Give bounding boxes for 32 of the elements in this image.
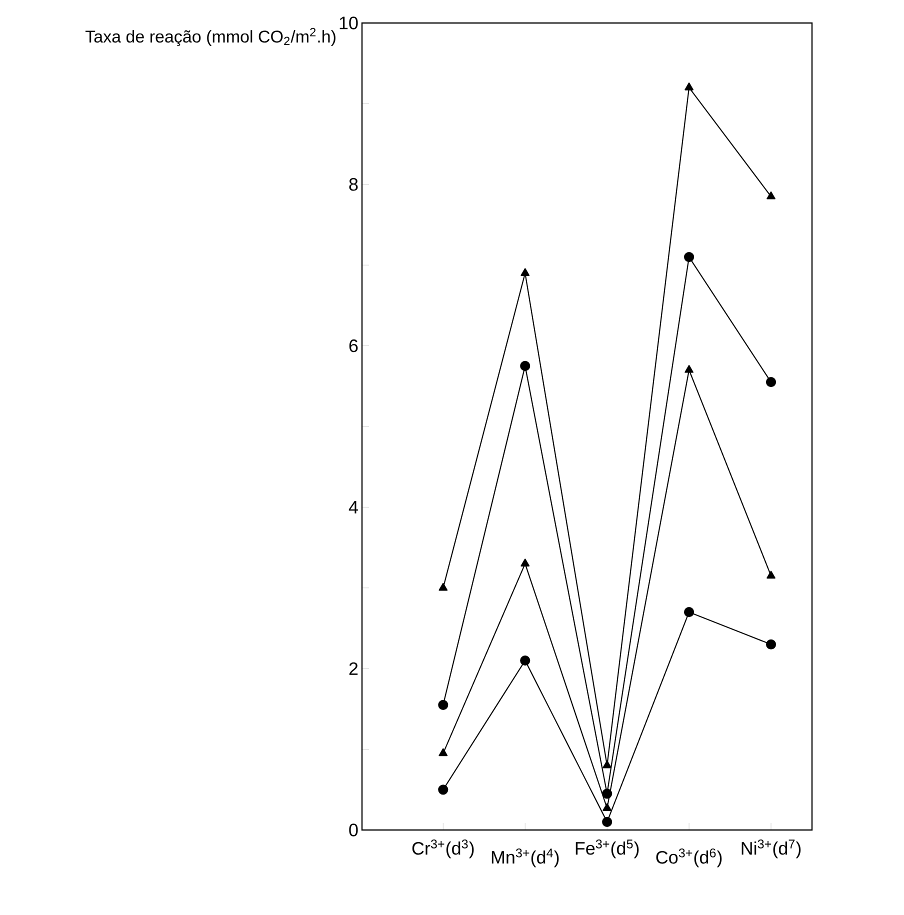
point (602, 816, 612, 827)
point (520, 268, 530, 276)
x-tick-label: Cr$^{3+}$(d$^{3}$) (412, 840, 474, 858)
y-tick-label: 10 (340, 16, 358, 30)
point (684, 607, 694, 618)
y-tick-label: 0 (349, 824, 358, 836)
point (520, 558, 530, 566)
y-tick-label: 4 (348, 500, 358, 514)
point (602, 788, 612, 799)
point (520, 360, 530, 372)
x-tick-label: Ni$^{3+}$(d$^{7}$) (742, 840, 801, 858)
point (438, 582, 448, 591)
y-axis-title: Taxa de reação (mmol CO$_{2}$/m$^{2}$.h) (85, 28, 336, 46)
point (684, 252, 694, 262)
point (438, 700, 448, 710)
x-tick-label: Co$^{3+}$(d$^{6}$) (656, 848, 722, 868)
y-tick-label: 6 (349, 339, 358, 352)
point (602, 760, 612, 768)
y-tick-label: 2 (349, 662, 358, 675)
point (766, 191, 776, 200)
x-tick-label: Fe$^{3+}$(d$^{5}$) (576, 840, 639, 858)
point (520, 655, 530, 666)
point (766, 639, 776, 650)
point (766, 570, 776, 579)
point (438, 748, 448, 756)
point (766, 377, 776, 388)
point (602, 803, 612, 812)
point (684, 82, 694, 90)
point (438, 784, 448, 795)
y-tick-label: 8 (349, 178, 358, 191)
point (684, 364, 694, 373)
x-tick-label: Mn$^{3+}$(d$^{4}$) (492, 848, 559, 868)
